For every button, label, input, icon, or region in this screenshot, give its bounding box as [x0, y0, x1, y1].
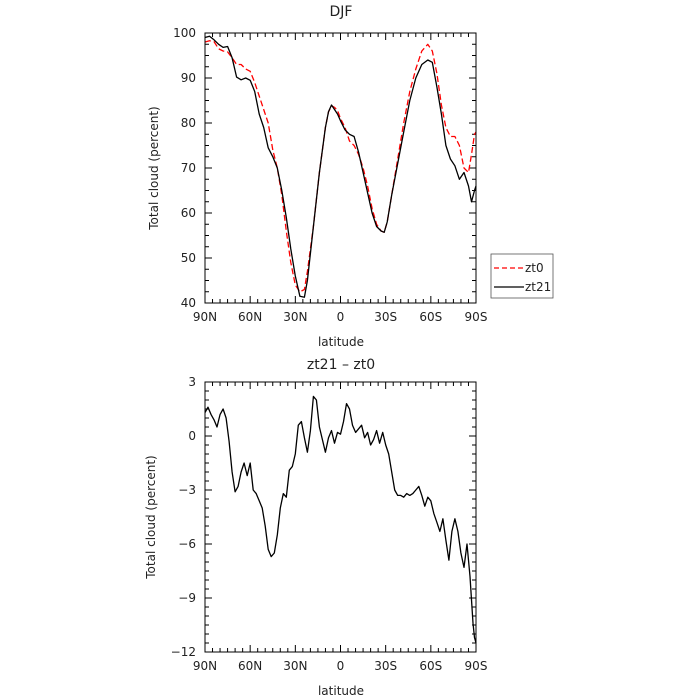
x-tick-label: 30N [283, 659, 307, 673]
y-tick-label: −3 [178, 483, 196, 497]
y-tick-label: 50 [181, 251, 196, 265]
y-tick-label: −12 [171, 645, 196, 659]
y-tick-label: −9 [178, 591, 196, 605]
x-tick-label: 0 [337, 659, 345, 673]
chart-djf-series [204, 35, 477, 298]
chart-diff: zt21 – zt0 Total cloud (percent) latitud… [144, 357, 487, 698]
x-tick-label: 60N [238, 659, 262, 673]
chart-diff-ticks [204, 381, 477, 653]
y-tick-label: 3 [188, 375, 196, 389]
chart-djf-title: DJF [330, 4, 353, 20]
series-line-diff-0 [204, 395, 477, 644]
series-line-zt0 [204, 40, 477, 293]
y-tick-label: 70 [181, 161, 196, 175]
chart-djf-ylabel: Total cloud (percent) [147, 106, 161, 230]
legend-box [490, 253, 554, 299]
x-tick-label: 60S [419, 310, 442, 324]
x-tick-label: 30N [283, 310, 307, 324]
x-tick-label: 60S [419, 659, 442, 673]
chart-djf-ticks [204, 32, 477, 304]
x-tick-label: 90N [193, 310, 217, 324]
chart-djf-tick-labels: 90N 60N 30N 0 30S 60S 90S 40 50 60 70 80 90 100 [173, 26, 487, 324]
x-tick-label: 30S [374, 659, 397, 673]
chart-diff-ylabel: Total cloud (percent) [144, 455, 158, 579]
chart-diff-series [204, 395, 477, 644]
y-tick-label: 60 [181, 206, 196, 220]
legend-label-zt0: zt0 [525, 261, 544, 275]
legend-label-zt21: zt21 [525, 280, 551, 294]
x-tick-label: 60N [238, 310, 262, 324]
chart-djf: DJF Total cloud (percent) latitude 90N 60… [147, 4, 554, 349]
chart-diff-frame [204, 381, 477, 653]
y-tick-label: 80 [181, 116, 196, 130]
y-tick-label: 40 [181, 296, 196, 310]
y-tick-label: 90 [181, 71, 196, 85]
chart-diff-xlabel: latitude [318, 684, 364, 698]
y-tick-label: 0 [188, 429, 196, 443]
chart-diff-tick-labels: 90N 60N 30N 0 30S 60S 90S 3 0 −3 −6 −9 −12 [171, 375, 488, 673]
chart-djf-frame [204, 32, 477, 304]
x-tick-label: 0 [337, 310, 345, 324]
x-tick-label: 90N [193, 659, 217, 673]
x-tick-label: 30S [374, 310, 397, 324]
series-line-zt21 [204, 35, 477, 298]
x-tick-label: 90S [465, 659, 488, 673]
y-tick-label: −6 [178, 537, 196, 551]
chart-diff-title: zt21 – zt0 [307, 357, 375, 373]
chart-djf-legend: zt0 zt21 [490, 253, 554, 299]
y-tick-label: 100 [173, 26, 196, 40]
chart-djf-xlabel: latitude [318, 335, 364, 349]
x-tick-label: 90S [465, 310, 488, 324]
